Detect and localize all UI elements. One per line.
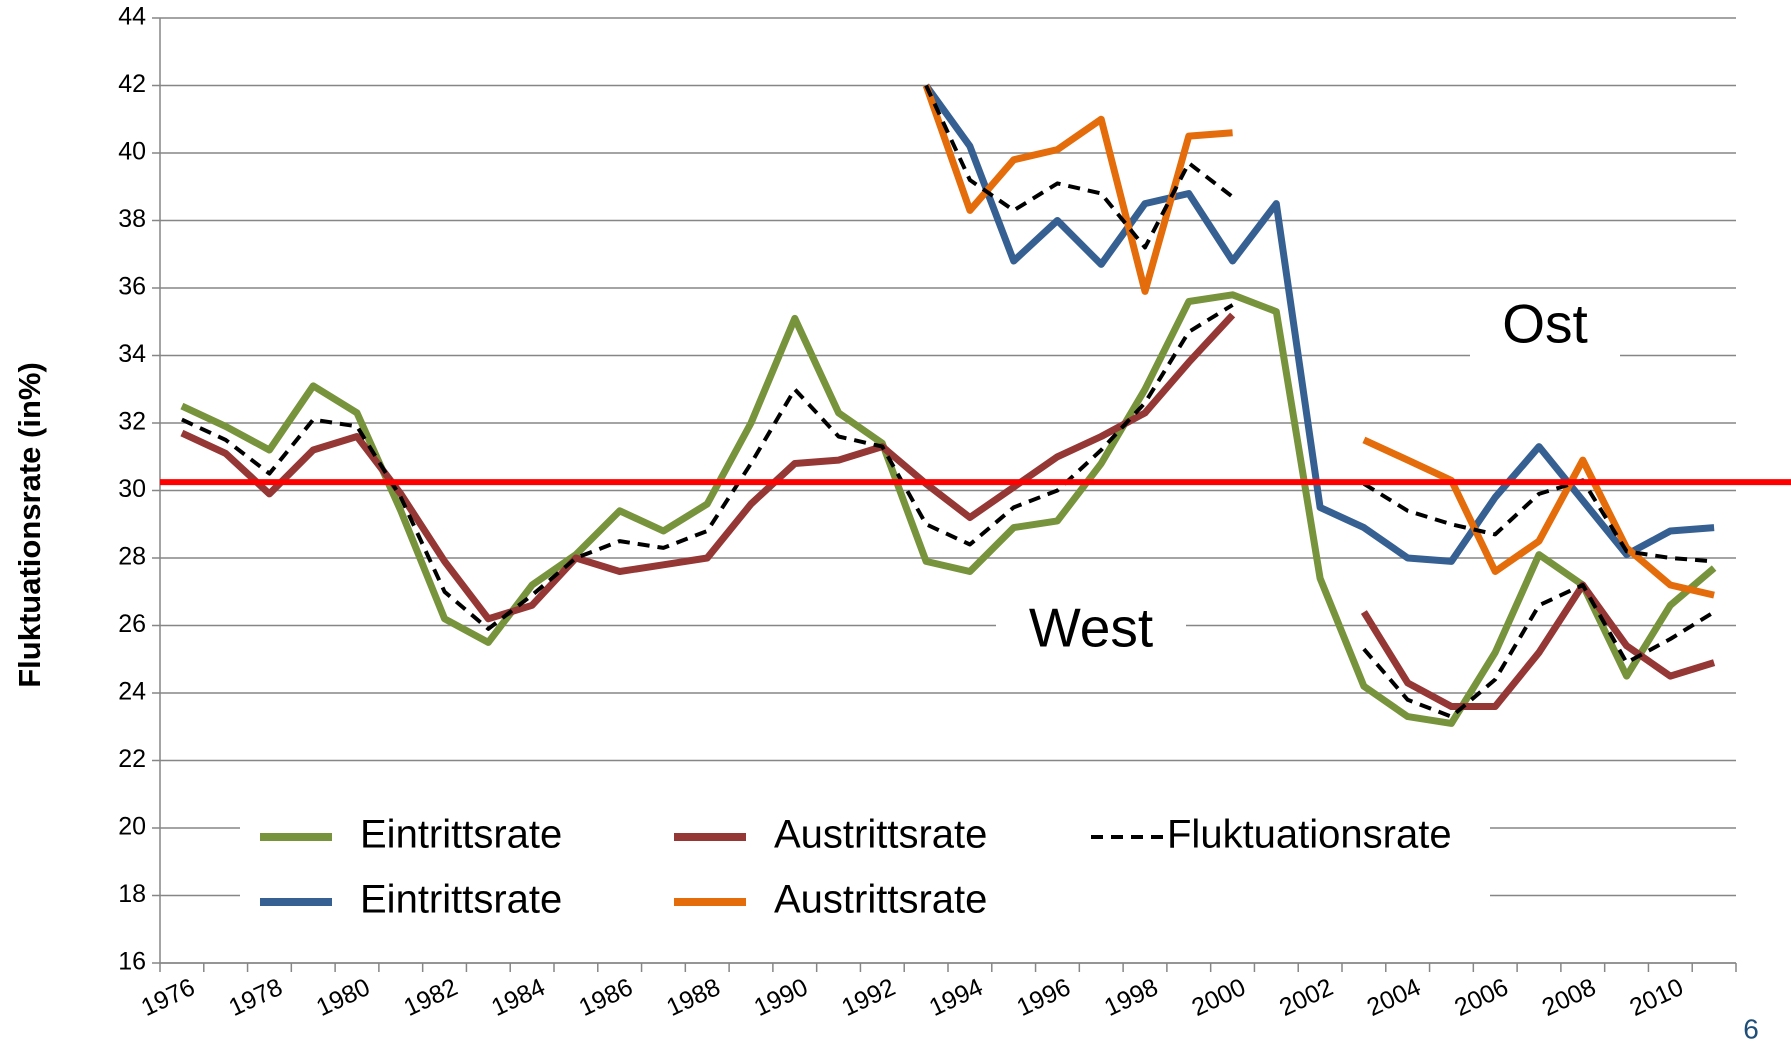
x-tick-label: 2004	[1363, 973, 1425, 1022]
y-axis-label: Fluktuationsrate (in%)	[12, 362, 47, 688]
x-tick-label: 1994	[925, 973, 987, 1022]
x-tick-label: 1976	[137, 973, 199, 1022]
x-tick-label: 1986	[575, 973, 637, 1022]
x-tick-label: 1984	[487, 973, 549, 1022]
y-tick-label: 44	[118, 3, 146, 31]
series-line	[924, 84, 1715, 564]
y-tick-label: 26	[118, 610, 146, 638]
annotation-bg	[1470, 293, 1620, 363]
x-tick-label: 1992	[837, 973, 899, 1022]
legend-label: Fluktuationsrate	[1167, 813, 1452, 857]
legend-label: Austrittsrate	[774, 878, 987, 922]
x-tick-label: 1988	[662, 973, 724, 1022]
y-tick-label: 32	[118, 408, 146, 436]
legend-label: Eintrittsrate	[360, 813, 562, 857]
legend-label: Austrittsrate	[774, 813, 987, 857]
x-tick-label: 2006	[1450, 973, 1512, 1022]
x-tick-label: 1990	[750, 973, 812, 1022]
y-tick-label: 18	[118, 880, 146, 908]
y-tick-label: 24	[118, 678, 146, 706]
annotation-bg	[996, 597, 1186, 667]
y-tick-label: 28	[118, 543, 146, 571]
y-tick-label: 36	[118, 273, 146, 301]
annotation: Ost	[1502, 293, 1588, 355]
series-line	[180, 312, 1716, 710]
y-tick-label: 16	[118, 948, 146, 976]
y-tick-label: 20	[118, 813, 146, 841]
legend-label: Eintrittsrate	[360, 878, 562, 922]
y-tick-label: 34	[118, 340, 146, 368]
series-line	[181, 303, 1716, 719]
y-tick-label: 42	[118, 70, 146, 98]
x-tick-label: 2008	[1538, 973, 1600, 1022]
y-tick-label: 40	[118, 138, 146, 166]
x-tick-label: 2000	[1188, 973, 1250, 1022]
y-tick-label: 30	[118, 475, 146, 503]
series-line	[923, 83, 1715, 565]
x-tick-label: 1982	[400, 973, 462, 1022]
x-tick-label: 1996	[1013, 973, 1075, 1022]
x-tick-label: 1998	[1100, 973, 1162, 1022]
x-tick-label: 1980	[312, 973, 374, 1022]
annotation: West	[1029, 597, 1153, 659]
series-line	[922, 84, 1715, 599]
x-tick-label: 2002	[1275, 973, 1337, 1022]
x-tick-label: 1978	[225, 973, 287, 1022]
x-tick-label: 2010	[1625, 973, 1687, 1022]
y-tick-label: 22	[118, 745, 146, 773]
y-tick-label: 38	[118, 205, 146, 233]
page-number: 6	[1743, 1013, 1759, 1044]
legend-bg	[240, 805, 1490, 935]
